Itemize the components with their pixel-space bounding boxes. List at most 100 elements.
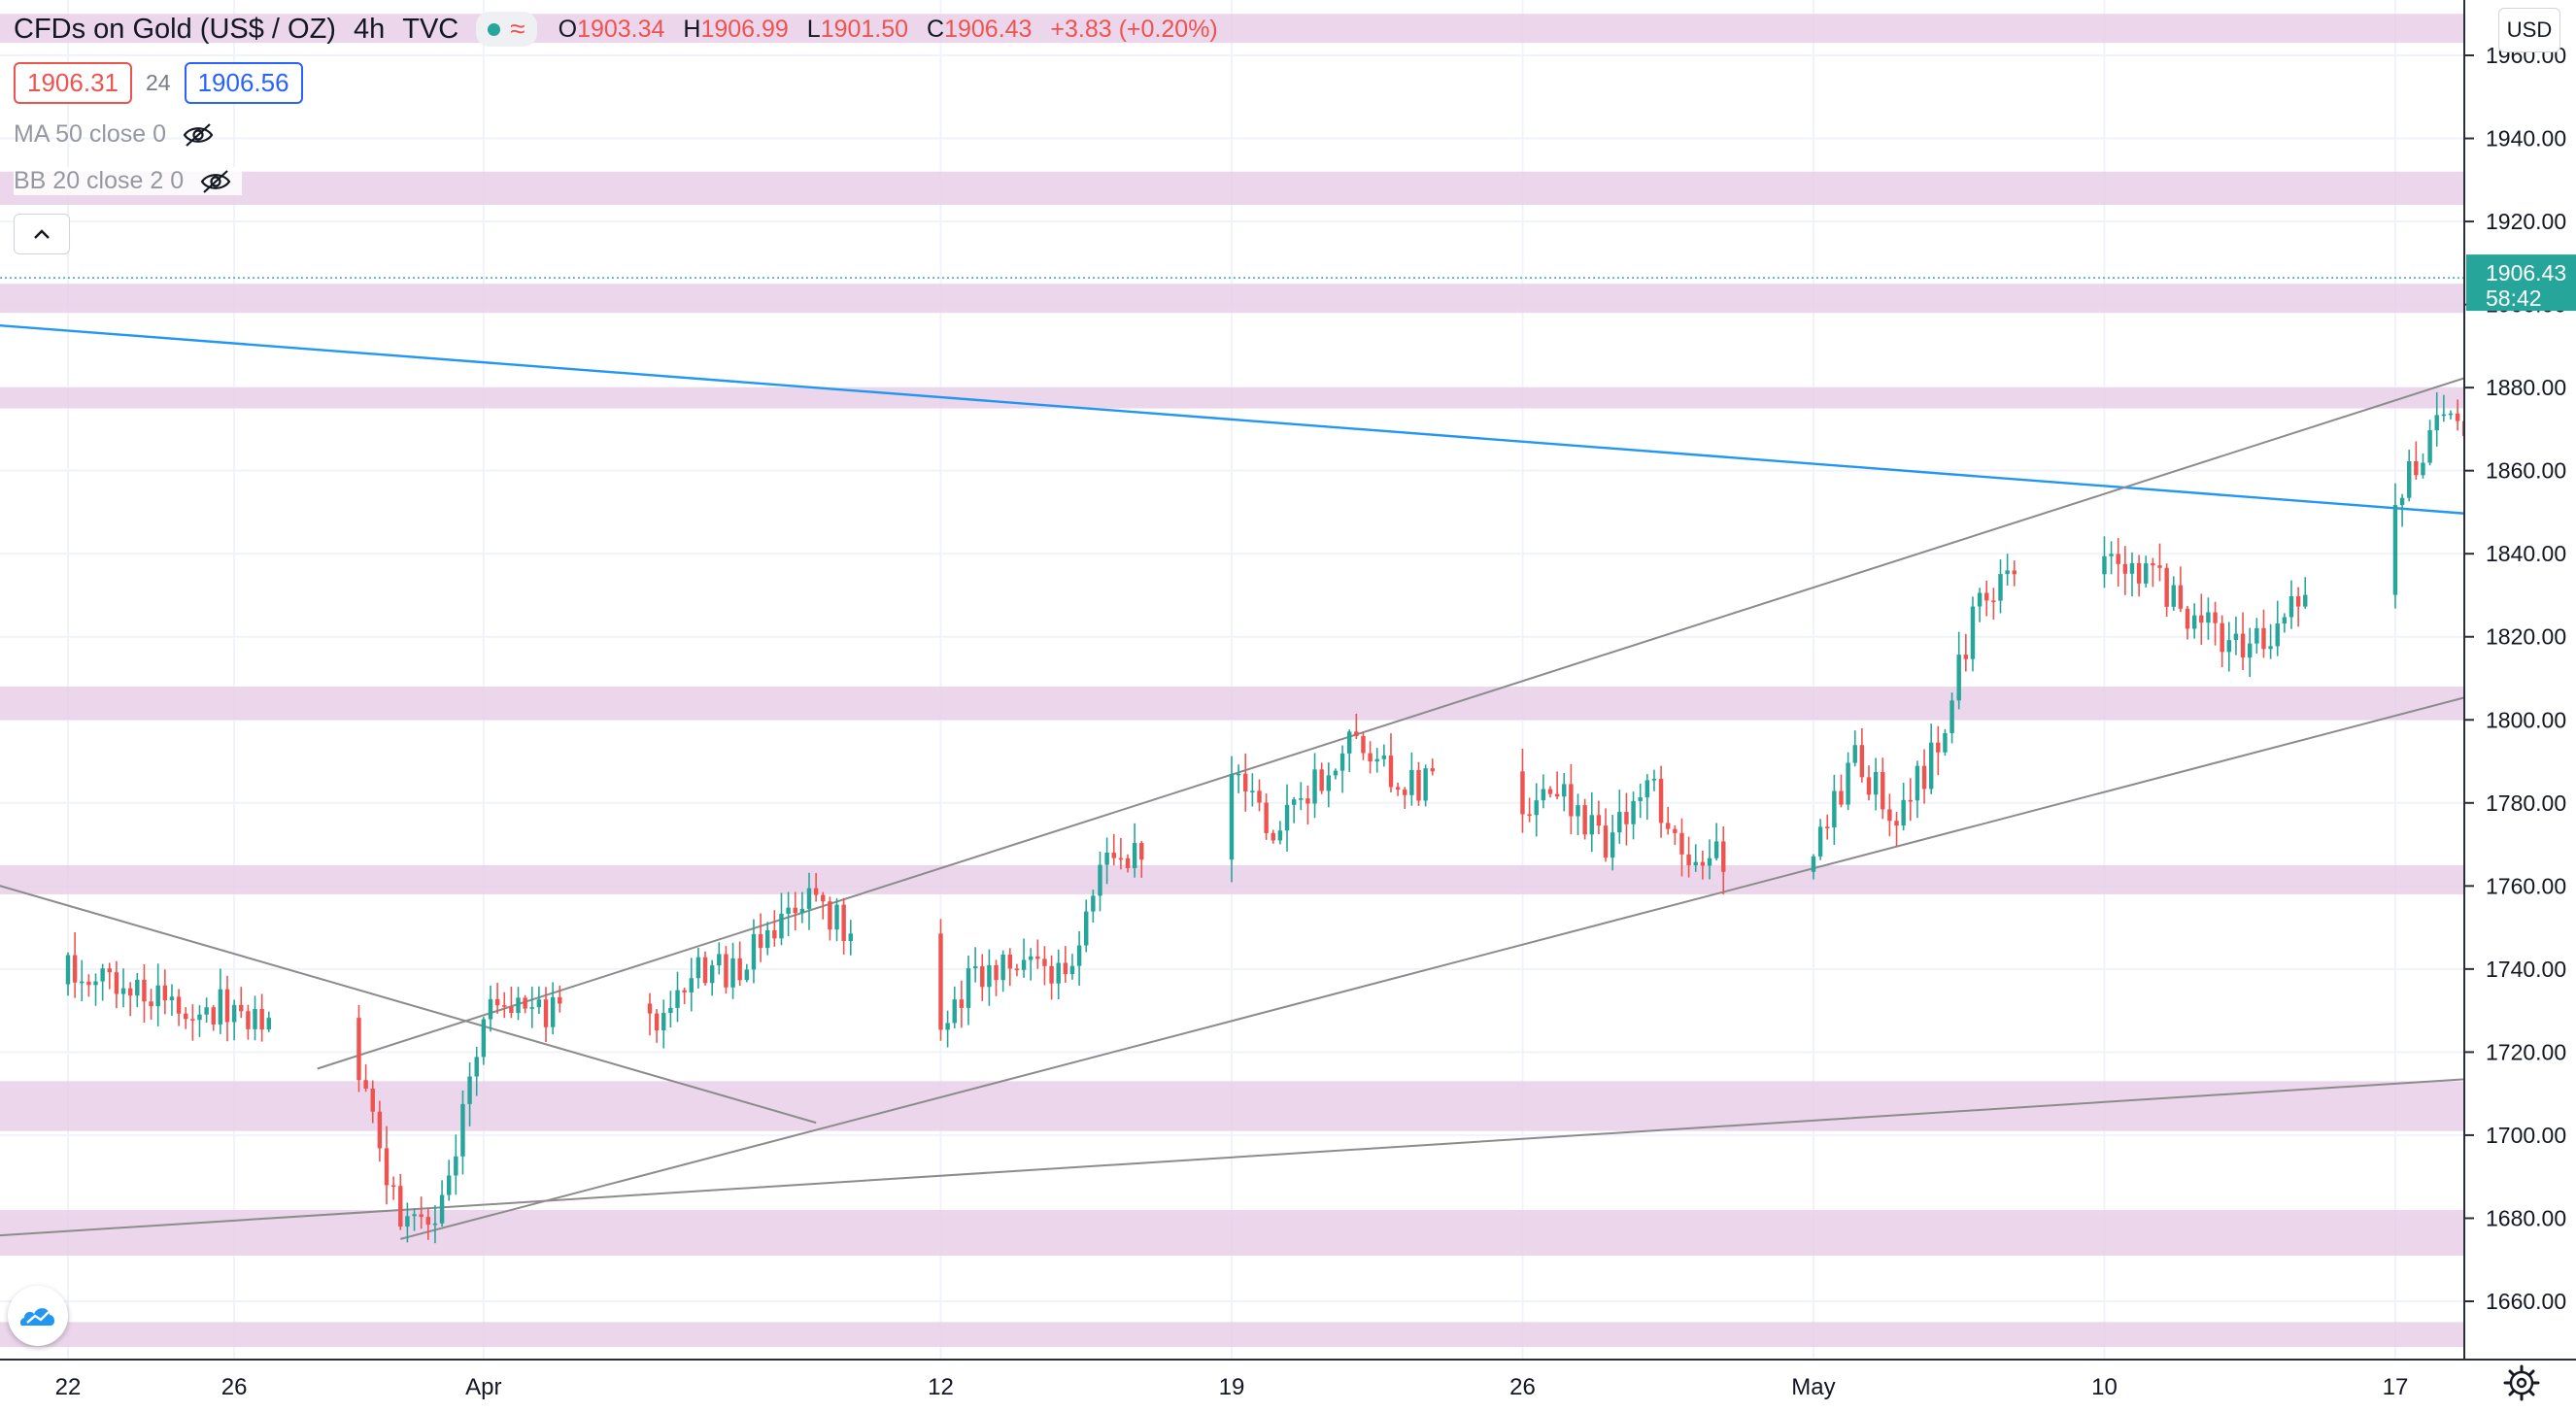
candle-body [2303, 594, 2308, 607]
candle-body [2144, 563, 2149, 584]
candle-body [446, 1175, 452, 1195]
candle-body [1042, 958, 1047, 966]
candle-body [647, 1003, 653, 1014]
candle-body [1610, 832, 1615, 858]
candle-body [142, 979, 147, 1002]
sr-zone [0, 1081, 2464, 1131]
candle-body [695, 957, 701, 979]
settings-gear-icon[interactable] [2500, 1362, 2543, 1404]
price-tick-label: 1820.00 [2486, 624, 2566, 650]
candle-body [259, 1008, 264, 1030]
candle-body [1104, 853, 1109, 865]
candle-body [2421, 462, 2425, 476]
candle-body [1811, 856, 1816, 872]
close-value: 1906.43 [944, 15, 1033, 43]
candle-body [1832, 790, 1837, 827]
currency-button[interactable]: USD [2498, 8, 2560, 52]
candle-body [1091, 895, 1096, 912]
candle-body [356, 1018, 361, 1081]
spread-value: 24 [145, 70, 171, 95]
candle-body [1264, 802, 1269, 833]
price-tick-label: 1800.00 [2486, 707, 2566, 732]
market-status-pill[interactable]: ≈ [476, 12, 537, 47]
candle-body [100, 968, 105, 982]
candle-body [737, 958, 742, 981]
eye-hidden-icon[interactable] [199, 169, 232, 194]
candle-body [65, 955, 71, 985]
candle-body [1354, 731, 1359, 736]
candle-body [2185, 608, 2190, 629]
candle-body [1554, 793, 1560, 797]
eye-hidden-icon[interactable] [182, 122, 215, 148]
candle-body [536, 999, 542, 1008]
candle-body [987, 964, 992, 988]
candle-body [1346, 731, 1352, 754]
candle-body [2226, 640, 2232, 653]
chevron-up-icon [34, 229, 50, 239]
candle-body [2233, 633, 2239, 641]
candle-body [1299, 798, 1304, 800]
candle-body [1395, 787, 1401, 790]
candle-body [190, 1019, 195, 1021]
candle-body [1921, 765, 1927, 790]
candle-body [1825, 826, 1830, 828]
candle-body [523, 997, 527, 1009]
candle-body [1236, 773, 1241, 776]
candle-body [1056, 962, 1061, 984]
candle-body [1381, 756, 1387, 759]
candle-body [2254, 627, 2259, 644]
candle-body [730, 958, 735, 988]
candle-body [1520, 771, 1525, 815]
indicator-bb[interactable]: BB 20 close 2 0 [14, 167, 243, 195]
collapse-legend-button[interactable] [14, 214, 70, 254]
candle-body [502, 1005, 507, 1007]
indicator-ma[interactable]: MA 50 close 0 [14, 120, 215, 149]
ohlc-values: O1903.34 H1906.99 L1901.50 C1906.43 +3.8… [559, 16, 1218, 44]
candle-body [1063, 962, 1068, 975]
candle-body [2178, 585, 2184, 609]
price-tick-label: 1720.00 [2486, 1039, 2566, 1064]
candle-body [1894, 821, 1899, 826]
candle-body [1007, 955, 1012, 969]
candle-body [1430, 768, 1435, 772]
candle-body [1846, 762, 1850, 805]
candle-body [1576, 805, 1580, 817]
buy-price-button[interactable]: 1906.56 [184, 62, 303, 104]
candle-body [1416, 769, 1421, 801]
candle-body [2157, 565, 2162, 568]
candle-body [1673, 828, 1678, 833]
bar-countdown: 58:42 [2486, 286, 2542, 311]
time-tick-label: May [1791, 1374, 1835, 1400]
candle-body [1887, 809, 1892, 822]
candle-body [2240, 633, 2246, 658]
candle-body [1596, 815, 1602, 826]
candle-body [1713, 841, 1719, 858]
chart-legend: CFDs on Gold (US$ / OZ) 4h TVC ≈ O1903.3… [14, 8, 1218, 50]
candle-body [1859, 745, 1865, 778]
quote-row: 1906.31 24 1906.56 [14, 62, 303, 104]
timeframe-label[interactable]: 4h [353, 13, 386, 45]
sell-price-button[interactable]: 1906.31 [14, 62, 132, 104]
candle-body [231, 1004, 237, 1023]
price-tick-label: 1880.00 [2486, 375, 2566, 400]
sr-zone [0, 171, 2464, 205]
candle-body [758, 933, 763, 949]
candle-body [425, 1217, 431, 1226]
candle-body [1084, 911, 1089, 946]
trendline-descending [0, 323, 2576, 523]
tradingview-logo[interactable] [8, 1286, 68, 1346]
candle-body [127, 988, 133, 996]
candle-body [1956, 655, 1961, 701]
candle-body [1949, 700, 1954, 733]
candle-body [724, 954, 729, 988]
candle-body [751, 933, 757, 970]
symbol-title[interactable]: CFDs on Gold (US$ / OZ) [14, 13, 336, 45]
indicator-bb-label: BB 20 close 2 0 [14, 167, 185, 194]
candle-body [550, 996, 556, 1027]
candle-body [1839, 790, 1844, 805]
candle-body [1388, 756, 1394, 788]
last-price-badge [2466, 254, 2576, 312]
candle-body [454, 1156, 458, 1176]
